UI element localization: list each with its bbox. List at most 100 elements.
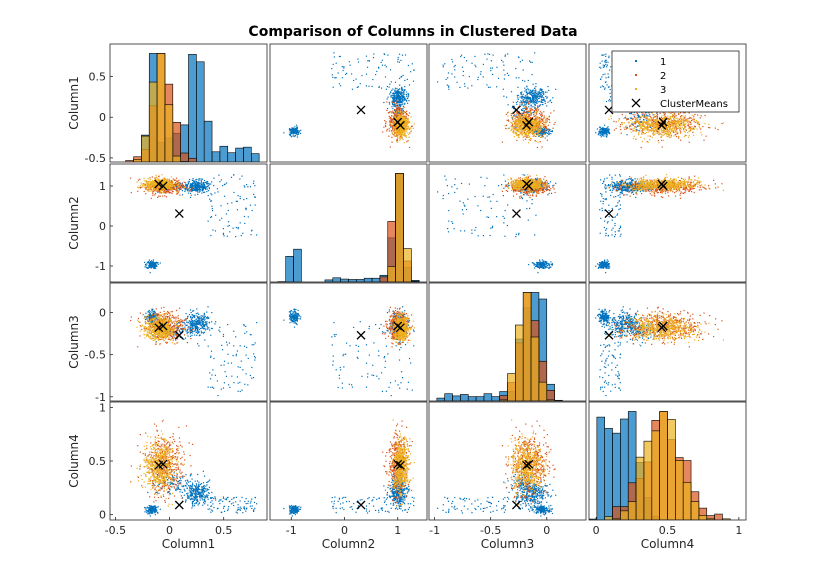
scatter-point [396,115,398,117]
scatter-point [534,115,536,117]
scatter-point [666,128,668,130]
scatter-point [401,125,404,127]
scatter-point [542,99,544,102]
scatter-point [197,186,199,188]
scatter-point [522,69,524,71]
scatter-point [407,119,409,121]
scatter-point [532,129,534,131]
scatter-point [405,100,408,102]
scatter-point [390,124,393,126]
scatter-point [548,115,551,118]
scatter-point [670,122,672,124]
scatter-point [654,129,657,131]
scatter-point [529,117,531,119]
scatter-point [404,130,406,133]
scatter-point [547,128,549,130]
scatter-point [685,118,687,120]
scatter-point [675,122,677,125]
scatter-point [532,121,534,123]
scatter-point [647,118,649,120]
scatter-point [658,133,661,135]
scatter-point [643,138,645,140]
scatter-point [544,91,546,93]
scatter-point [392,119,394,121]
scatter-point [383,126,385,128]
scatter-point [517,126,519,128]
scatter-point [446,84,448,86]
histogram-bar [164,104,174,162]
scatter-point [599,131,602,133]
scatter-point [293,130,295,132]
scatter-point [696,128,698,130]
scatter-point [343,66,345,68]
scatter-point [636,119,638,121]
scatter-point [640,126,642,129]
scatter-point [513,108,515,110]
scatter-point [544,121,546,124]
scatter-point [517,117,519,119]
scatter-point [642,128,644,131]
scatter-point [524,119,526,121]
scatter-point [451,73,453,75]
scatter-point [598,133,600,135]
scatter-point [671,115,674,117]
scatter-point [518,56,520,58]
scatter-point [390,121,392,123]
scatter-point [378,86,380,88]
scatter-point [529,130,531,132]
scatter-point [184,190,186,192]
scatter-point [294,131,296,133]
scatter-point [680,123,683,125]
scatter-point [673,117,675,120]
scatter-point [644,121,646,123]
scatter-point [520,122,523,124]
scatter-point [527,117,530,119]
scatter-point [528,98,530,100]
scatter-point [642,121,644,123]
scatter-point [526,126,528,128]
scatter-point [645,117,647,119]
scatter-point [530,61,532,63]
scatter-point [291,132,293,134]
scatter-point [201,182,203,184]
scatter-point [628,127,630,129]
scatter-point [404,125,406,128]
scatter-point [536,119,538,121]
scatter-point [677,127,679,129]
scatter-point [391,102,394,105]
scatter-point [456,81,458,83]
scatter-point [522,125,524,127]
scatter-point [527,95,529,97]
scatter-point [548,133,550,136]
scatter-point [386,98,388,100]
scatter-point [193,180,195,182]
scatter-point [692,128,694,130]
scatter-point [679,130,681,132]
scatter-point [538,116,541,119]
scatter-point [530,109,532,111]
scatter-point [521,130,523,132]
scatter-point [399,92,401,94]
scatter-point [646,128,648,131]
scatter-point [534,104,536,106]
scatter-point [397,125,399,127]
scatter-point [526,99,528,101]
scatter-point [396,97,399,99]
scatter-point [699,117,701,119]
scatter-point [656,127,658,129]
scatter-point [542,92,544,94]
scatter-point [488,53,491,56]
scatter-point [385,66,388,68]
scatter-point [635,130,637,133]
scatter-point [531,119,533,122]
scatter-point [396,109,399,111]
scatter-point [289,131,291,133]
scatter-point [633,115,636,118]
scatter-point [653,128,655,130]
scatter-point [603,135,605,137]
scatter-point [652,122,654,124]
scatter-point [296,133,298,136]
scatter-point [604,73,606,75]
scatter-point [392,126,394,128]
scatter-point [192,178,194,180]
